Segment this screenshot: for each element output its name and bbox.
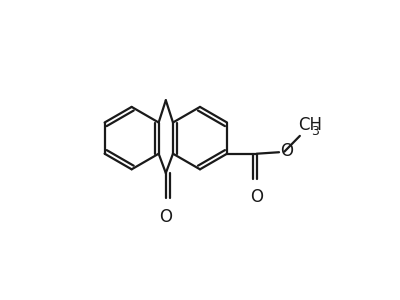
Text: O: O xyxy=(280,142,293,160)
Text: CH: CH xyxy=(298,116,322,134)
Text: O: O xyxy=(159,208,172,226)
Text: O: O xyxy=(250,188,263,206)
Text: 3: 3 xyxy=(311,125,319,138)
